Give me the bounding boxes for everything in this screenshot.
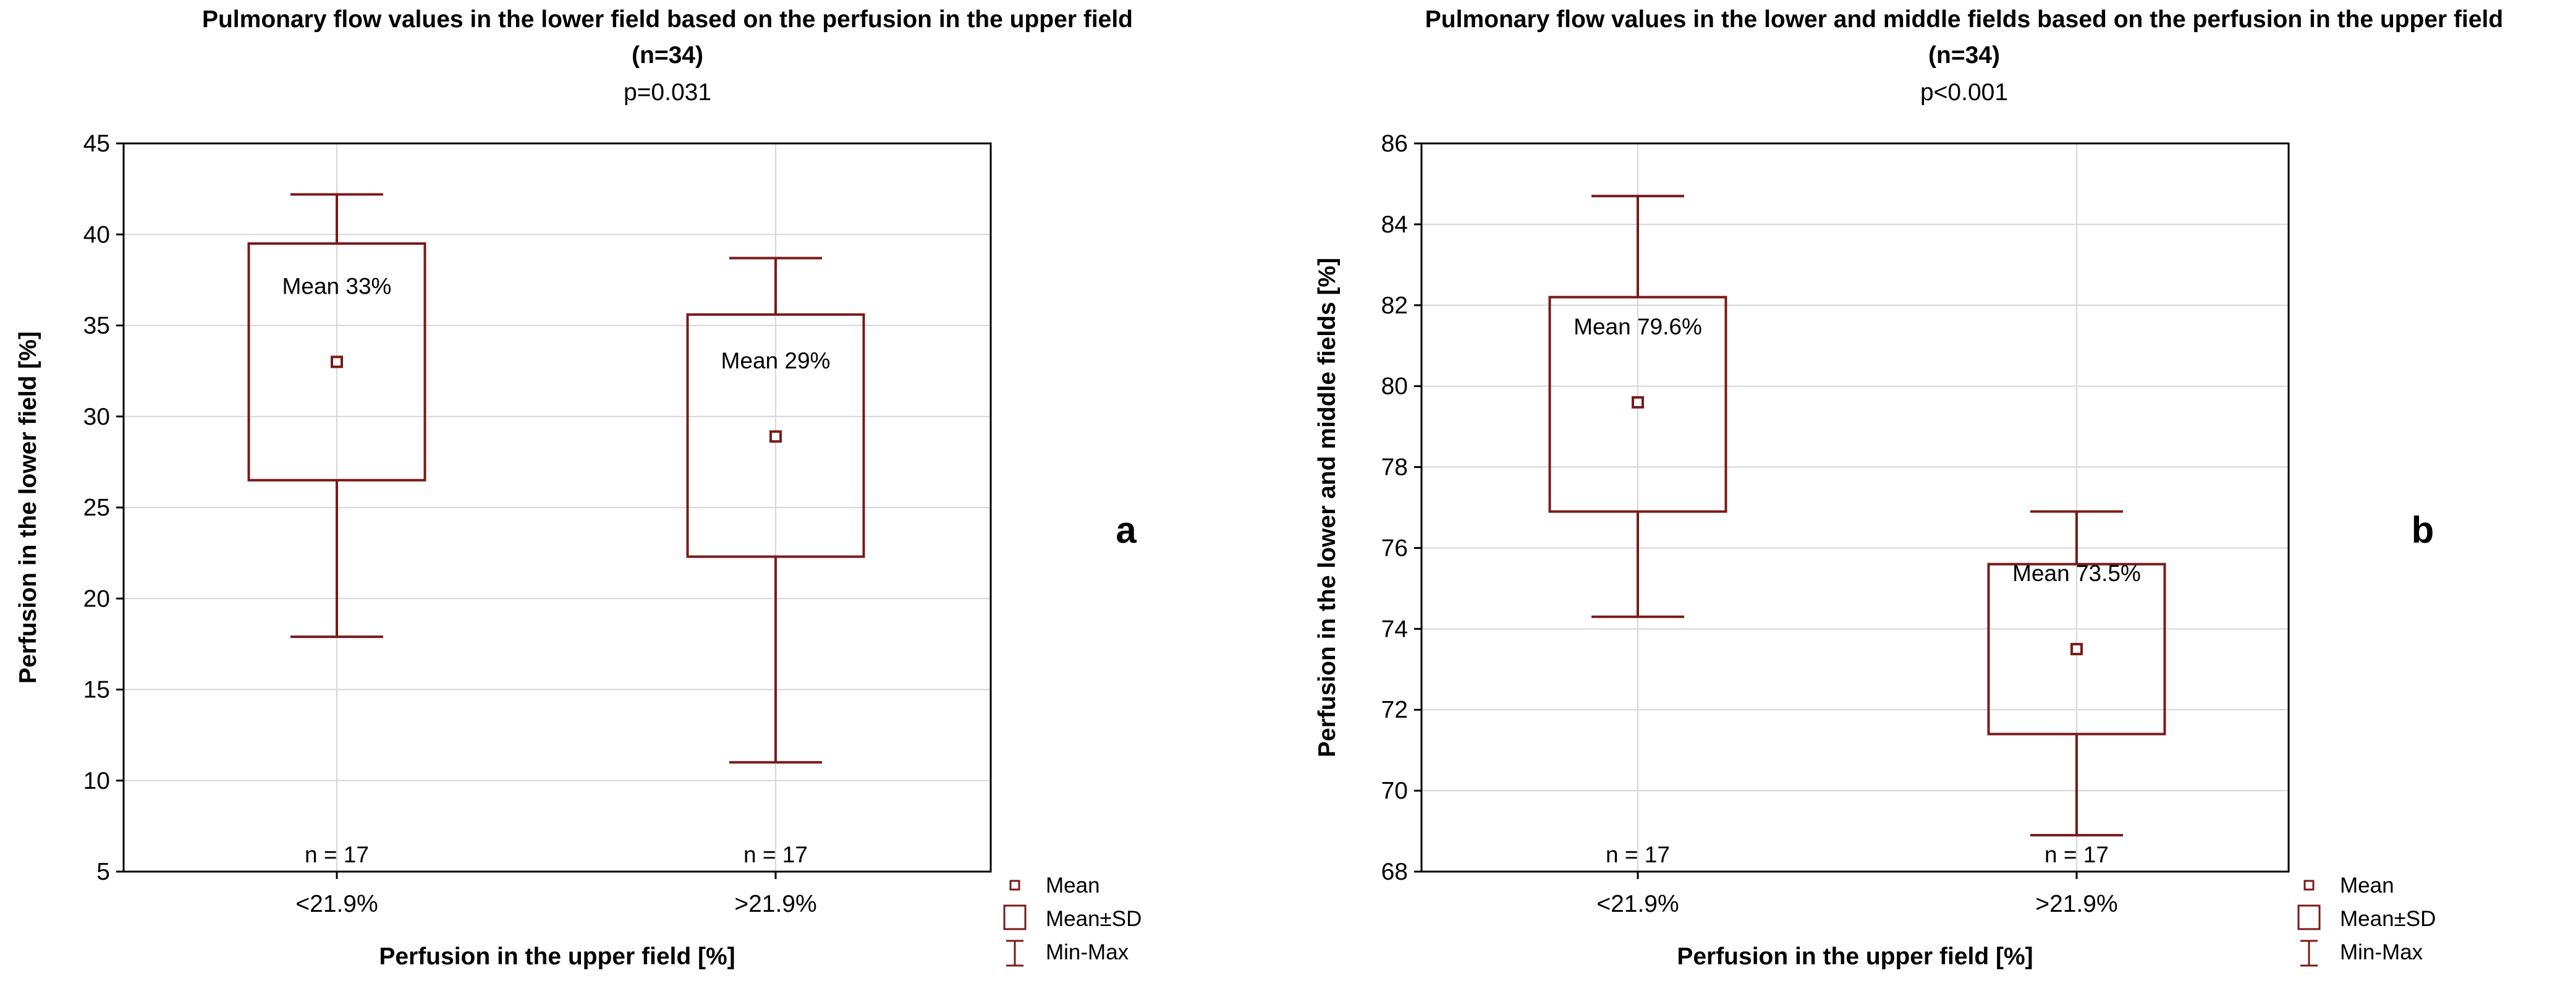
- y-tick-label: 72: [1381, 697, 1408, 723]
- y-tick-label: 15: [83, 677, 110, 703]
- legend-sd-symbol: [2297, 904, 2321, 930]
- sd-box: [686, 313, 865, 558]
- mean-annotation: Mean 33%: [282, 273, 392, 299]
- mean-annotation: Mean 73.5%: [2012, 561, 2141, 586]
- chart-p-value: p=0.031: [624, 79, 711, 106]
- y-tick-label: 76: [1381, 535, 1408, 561]
- y-tick-label: 78: [1381, 454, 1408, 481]
- n-label: n = 17: [2044, 842, 2109, 867]
- chart-n-label: (n=34): [1928, 42, 2000, 69]
- chart-b: Pulmonary flow values in the lower and m…: [1314, 6, 2503, 970]
- y-axis-label: Perfusion in the lower and middle fields…: [1314, 258, 1341, 757]
- y-tick-label: 45: [83, 130, 110, 157]
- panel-label: a: [1116, 509, 1137, 551]
- sd-box: [247, 242, 426, 482]
- y-tick-label: 82: [1381, 292, 1408, 319]
- mean-annotation: Mean 29%: [721, 348, 831, 373]
- mean-marker: [2070, 643, 2083, 656]
- y-tick-label: 68: [1381, 859, 1408, 885]
- x-tick-label: <21.9%: [295, 891, 378, 917]
- x-axis-label: Perfusion in the upper field [%]: [1677, 943, 2033, 970]
- chart-p-value: p<0.001: [1920, 79, 2008, 106]
- legend: Mean Mean±SD Min-Max: [2297, 873, 2436, 967]
- x-tick-label: >21.9%: [734, 891, 816, 917]
- y-tick-label: 74: [1381, 616, 1408, 642]
- n-label: n = 17: [305, 842, 369, 867]
- mean-annotation: Mean 79.6%: [1574, 314, 1702, 339]
- legend-mean-label: Mean: [1046, 873, 1100, 898]
- y-tick-label: 70: [1381, 778, 1408, 804]
- y-tick-label: 84: [1381, 211, 1408, 238]
- x-tick-label: <21.9%: [1596, 891, 1679, 917]
- y-tick-label: 86: [1381, 130, 1408, 157]
- legend: Mean Mean±SD Min-Max: [1003, 873, 1142, 967]
- y-tick-label: 80: [1381, 373, 1408, 400]
- legend-minmax-label: Min-Max: [1046, 940, 1129, 964]
- mean-marker: [331, 355, 343, 368]
- legend-mean-symbol: [2303, 880, 2315, 891]
- y-tick-label: 25: [83, 495, 110, 521]
- y-axis-label: Perfusion in the lower field [%]: [15, 331, 41, 684]
- y-tick-label: 35: [83, 313, 110, 339]
- chart-title: Pulmonary flow values in the lower field…: [202, 6, 1133, 33]
- chart-a: Pulmonary flow values in the lower field…: [15, 6, 1142, 970]
- mean-marker: [1632, 396, 1644, 409]
- legend-sd-label: Mean±SD: [2340, 907, 2436, 931]
- y-tick-label: 5: [96, 859, 110, 885]
- chart-n-label: (n=34): [632, 42, 703, 69]
- x-tick-label: >21.9%: [2035, 891, 2117, 917]
- y-tick-label: 20: [83, 585, 110, 612]
- y-tick-label: 40: [83, 221, 110, 248]
- legend-sd-label: Mean±SD: [1046, 907, 1142, 931]
- panel-label: b: [2412, 509, 2434, 551]
- chart-title: Pulmonary flow values in the lower and m…: [1425, 6, 2503, 33]
- legend-sd-symbol: [1003, 904, 1027, 930]
- sd-box: [1987, 563, 2166, 736]
- legend-mean-symbol: [1009, 880, 1020, 891]
- legend-minmax-label: Min-Max: [2340, 940, 2423, 964]
- sd-box: [1548, 295, 1727, 513]
- n-label: n = 17: [1606, 842, 1670, 867]
- mean-marker: [769, 430, 782, 443]
- y-tick-label: 30: [83, 404, 110, 430]
- n-label: n = 17: [744, 842, 808, 867]
- plot-frame: [1420, 142, 2290, 873]
- legend-mean-label: Mean: [2340, 873, 2394, 898]
- y-tick-label: 10: [83, 768, 110, 794]
- x-axis-label: Perfusion in the upper field [%]: [379, 943, 735, 970]
- plot-frame: [122, 142, 992, 873]
